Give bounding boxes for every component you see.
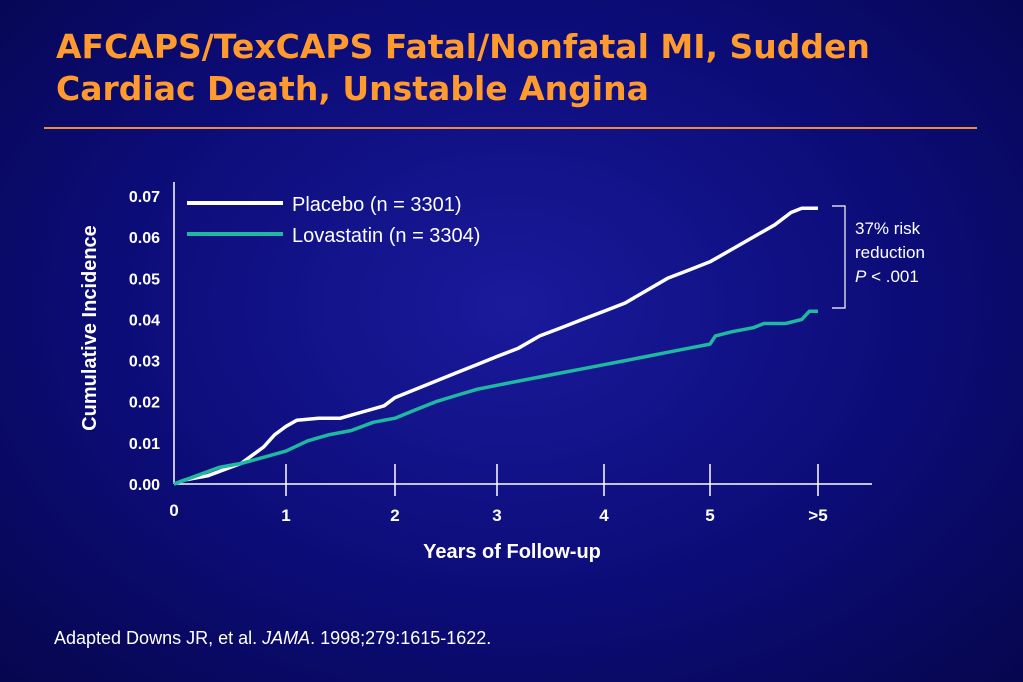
- y-tick-label: 0.01: [129, 436, 160, 453]
- citation-suffix: . 1998;279:1615-1622.: [310, 628, 492, 648]
- annotation-line-1: 37% risk: [855, 219, 921, 238]
- y-tick-label: 0.02: [129, 395, 160, 412]
- x-tick-label: 2: [390, 506, 399, 525]
- citation-prefix: Adapted Downs JR, et al.: [54, 628, 263, 648]
- series-line-lovastatin: [173, 309, 818, 486]
- x-tick-label: 3: [492, 506, 501, 525]
- risk-bracket: [832, 205, 846, 309]
- x-tick-label: 1: [281, 506, 290, 525]
- series-line-placebo: [173, 206, 818, 486]
- y-tick-label: 0.05: [129, 271, 160, 288]
- y-tick-label: 0.06: [129, 230, 160, 247]
- y-axis-label: Cumulative Incidence: [79, 225, 101, 431]
- x-tick-label: >5: [808, 506, 827, 525]
- citation-journal: JAMA: [262, 628, 311, 648]
- annotation-p-value: P < .001: [855, 267, 919, 286]
- title-divider: [44, 127, 977, 129]
- y-tick-label: 0.00: [129, 477, 160, 494]
- x-tick-label: 0: [169, 501, 178, 520]
- title-line-1: AFCAPS/TexCAPS Fatal/Nonfatal MI, Sudden: [56, 27, 870, 66]
- x-tick-label: 4: [599, 506, 609, 525]
- annotation-line-2: reduction: [855, 243, 925, 262]
- y-tick-label: 0.07: [129, 189, 160, 206]
- legend-label: Placebo (n = 3301): [292, 194, 462, 216]
- x-tick-label: 5: [705, 506, 714, 525]
- citation: Adapted Downs JR, et al. JAMA. 1998;279:…: [54, 628, 491, 649]
- x-axis-label: Years of Follow-up: [423, 541, 601, 563]
- legend-label: Lovastatin (n = 3304): [292, 225, 480, 247]
- title-line-2: Cardiac Death, Unstable Angina: [56, 69, 649, 108]
- slide-title: AFCAPS/TexCAPS Fatal/Nonfatal MI, Sudden…: [56, 26, 996, 110]
- y-tick-label: 0.03: [129, 354, 160, 371]
- y-tick-label: 0.04: [129, 312, 160, 329]
